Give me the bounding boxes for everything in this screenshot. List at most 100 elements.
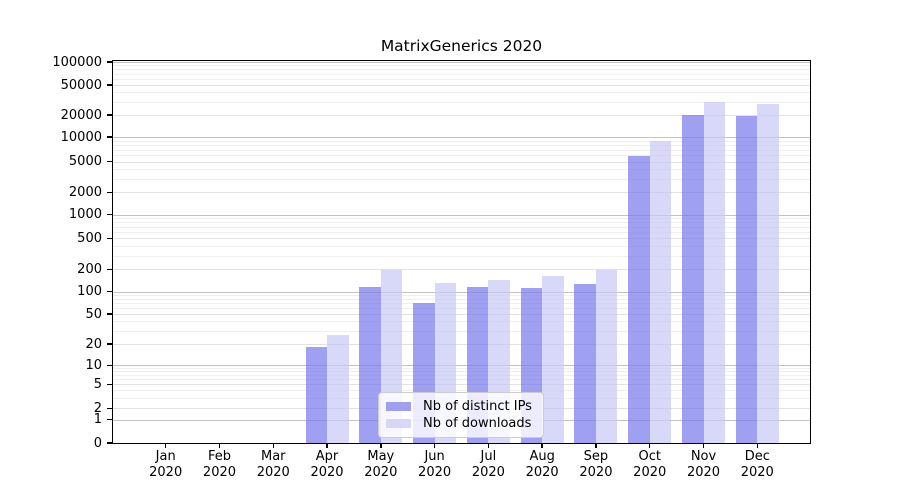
- x-tick-mark: [218, 444, 221, 448]
- x-tick-label: Feb 2020: [187, 449, 251, 481]
- gridline-minor: [113, 298, 810, 300]
- x-tick-label: Jan 2020: [134, 449, 198, 481]
- x-tick-label: Jul 2020: [456, 449, 520, 481]
- bar-distinct-ips: [359, 286, 381, 443]
- x-tick-year: 2020: [740, 465, 774, 480]
- legend: Nb of distinct IPs Nb of downloads: [378, 392, 544, 438]
- gridline-mid: [113, 269, 810, 271]
- y-tick-mark: [107, 213, 112, 216]
- gridline-minor: [113, 69, 810, 71]
- gridline-minor: [113, 255, 810, 257]
- y-tick-mark: [107, 84, 112, 86]
- y-tick-label: 20000: [60, 107, 102, 123]
- x-tick-year: 2020: [418, 465, 452, 480]
- gridline-minor: [113, 379, 810, 381]
- x-tick-year: 2020: [310, 465, 344, 480]
- gridline-minor: [113, 178, 810, 180]
- x-tick-mark: [649, 444, 651, 448]
- legend-label-distinct-ips: Nb of distinct IPs: [423, 399, 532, 414]
- gridline-minor: [113, 303, 810, 305]
- x-tick-month: Feb: [207, 449, 231, 464]
- x-tick-label: Aug 2020: [510, 449, 574, 481]
- x-tick-month: Dec: [744, 449, 770, 464]
- x-tick-year: 2020: [256, 465, 290, 480]
- x-tick-month: Mar: [260, 449, 286, 464]
- gridline-mid: [113, 192, 810, 194]
- gridline-minor: [113, 101, 810, 103]
- gridline-minor: [113, 245, 810, 247]
- legend-item-downloads: Nb of downloads: [386, 415, 537, 432]
- x-tick-label: Nov 2020: [672, 449, 736, 481]
- y-tick-label: 10000: [60, 129, 102, 145]
- gridline-minor: [113, 140, 810, 142]
- y-tick-label: 5000: [68, 154, 102, 170]
- bar-distinct-ips: [735, 115, 758, 443]
- bar-downloads: [327, 335, 349, 443]
- legend-swatch-distinct-ips: [386, 402, 411, 411]
- y-tick-label: 50000: [60, 77, 102, 93]
- gridline-minor: [113, 149, 810, 151]
- gridline-major: [113, 291, 810, 293]
- gridline-minor: [113, 222, 810, 224]
- x-tick-month: Nov: [690, 449, 717, 464]
- x-tick-mark: [541, 444, 543, 448]
- gridline-major: [113, 365, 810, 367]
- y-tick-mark: [107, 407, 112, 409]
- y-tick-mark: [107, 343, 112, 345]
- x-tick-mark: [756, 444, 758, 448]
- gridline-mid: [113, 115, 810, 116]
- gridline-mid: [113, 161, 810, 163]
- x-tick-mark: [433, 444, 436, 448]
- gridline-minor: [113, 232, 810, 234]
- gridline-minor: [113, 65, 810, 67]
- x-tick-month: Apr: [315, 449, 339, 464]
- gridline-minor: [113, 169, 810, 171]
- gridline-minor: [113, 144, 810, 146]
- gridline-major: [113, 62, 810, 63]
- x-tick-mark: [165, 444, 167, 448]
- y-tick-label: 0: [93, 435, 102, 451]
- bar-downloads: [703, 101, 725, 443]
- bar-distinct-ips: [628, 156, 650, 443]
- gridline-mid: [113, 384, 810, 386]
- plot-area: [112, 60, 811, 444]
- bar-downloads: [649, 141, 672, 443]
- y-tick-mark: [107, 161, 112, 163]
- x-tick-year: 2020: [202, 465, 237, 480]
- y-tick-label: 500: [77, 230, 102, 246]
- x-tick-year: 2020: [633, 465, 667, 480]
- legend-label-downloads: Nb of downloads: [423, 416, 532, 431]
- x-tick-mark: [326, 444, 328, 448]
- gridline-minor: [113, 295, 810, 297]
- y-tick-mark: [107, 383, 112, 385]
- x-tick-label: Dec 2020: [725, 449, 789, 481]
- y-tick-mark: [107, 191, 112, 193]
- gridline-major: [113, 137, 810, 138]
- y-tick-label: 10: [85, 357, 102, 373]
- x-tick-year: 2020: [686, 465, 721, 480]
- x-tick-label: Apr 2020: [295, 449, 359, 481]
- y-tick-label: 2: [93, 400, 102, 416]
- x-tick-label: Mar 2020: [241, 449, 305, 481]
- gridline-mid: [113, 238, 810, 240]
- gridline-major: [113, 214, 810, 216]
- legend-item-distinct-ips: Nb of distinct IPs: [386, 398, 537, 415]
- y-tick-mark: [107, 291, 112, 293]
- gridline-minor: [113, 78, 810, 80]
- y-tick-label: 2000: [68, 184, 102, 200]
- x-tick-month: May: [367, 449, 395, 464]
- bar-distinct-ips: [682, 114, 704, 443]
- y-tick-label: 100: [77, 284, 102, 300]
- gridline-minor: [113, 218, 810, 220]
- gridline-minor: [113, 371, 810, 373]
- x-tick-month: Aug: [529, 449, 555, 464]
- bar-distinct-ips: [305, 347, 328, 443]
- x-tick-year: 2020: [579, 465, 613, 480]
- x-tick-month: Jan: [155, 449, 176, 464]
- y-tick-label: 5: [93, 376, 102, 392]
- gridline-mid: [113, 314, 810, 315]
- x-tick-year: 2020: [149, 465, 183, 480]
- gridline-mid: [113, 344, 810, 345]
- x-tick-mark: [380, 444, 382, 448]
